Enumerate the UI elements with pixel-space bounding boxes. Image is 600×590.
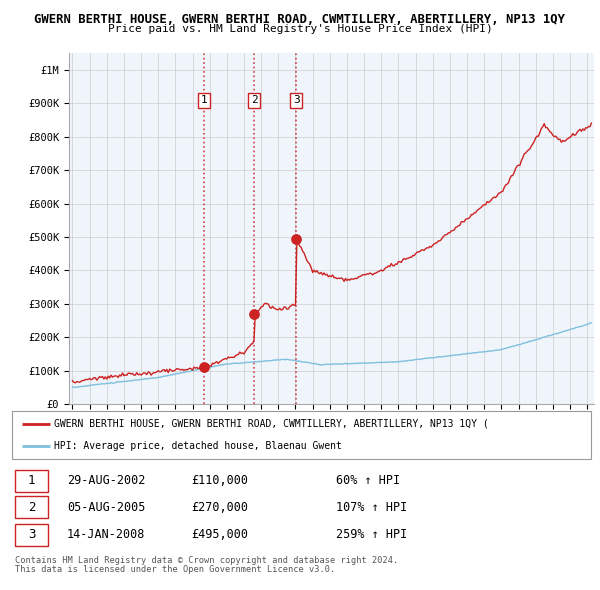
Text: 29-AUG-2002: 29-AUG-2002: [67, 474, 145, 487]
Text: 05-AUG-2005: 05-AUG-2005: [67, 501, 145, 514]
Text: 259% ↑ HPI: 259% ↑ HPI: [336, 528, 407, 542]
Text: 3: 3: [28, 528, 35, 542]
Text: 1: 1: [200, 96, 207, 106]
Text: 3: 3: [293, 96, 299, 106]
Text: 1: 1: [28, 474, 35, 487]
Text: £270,000: £270,000: [191, 501, 248, 514]
Text: 2: 2: [251, 96, 257, 106]
Text: £495,000: £495,000: [191, 528, 248, 542]
Text: GWERN BERTHI HOUSE, GWERN BERTHI ROAD, CWMTILLERY, ABERTILLERY, NP13 1QY: GWERN BERTHI HOUSE, GWERN BERTHI ROAD, C…: [35, 13, 566, 26]
Text: Price paid vs. HM Land Registry's House Price Index (HPI): Price paid vs. HM Land Registry's House …: [107, 24, 493, 34]
Text: £110,000: £110,000: [191, 474, 248, 487]
Text: 60% ↑ HPI: 60% ↑ HPI: [336, 474, 400, 487]
Point: [250, 309, 259, 319]
Text: Contains HM Land Registry data © Crown copyright and database right 2024.: Contains HM Land Registry data © Crown c…: [15, 556, 398, 565]
FancyBboxPatch shape: [15, 470, 49, 492]
Text: This data is licensed under the Open Government Licence v3.0.: This data is licensed under the Open Gov…: [15, 565, 335, 574]
FancyBboxPatch shape: [15, 496, 49, 519]
Text: 14-JAN-2008: 14-JAN-2008: [67, 528, 145, 542]
Text: HPI: Average price, detached house, Blaenau Gwent: HPI: Average price, detached house, Blae…: [53, 441, 341, 451]
Point: [292, 234, 301, 244]
Text: 107% ↑ HPI: 107% ↑ HPI: [336, 501, 407, 514]
Point: [199, 363, 209, 372]
FancyBboxPatch shape: [15, 524, 49, 546]
Text: 2: 2: [28, 501, 35, 514]
Text: GWERN BERTHI HOUSE, GWERN BERTHI ROAD, CWMTILLERY, ABERTILLERY, NP13 1QY (: GWERN BERTHI HOUSE, GWERN BERTHI ROAD, C…: [53, 419, 488, 429]
